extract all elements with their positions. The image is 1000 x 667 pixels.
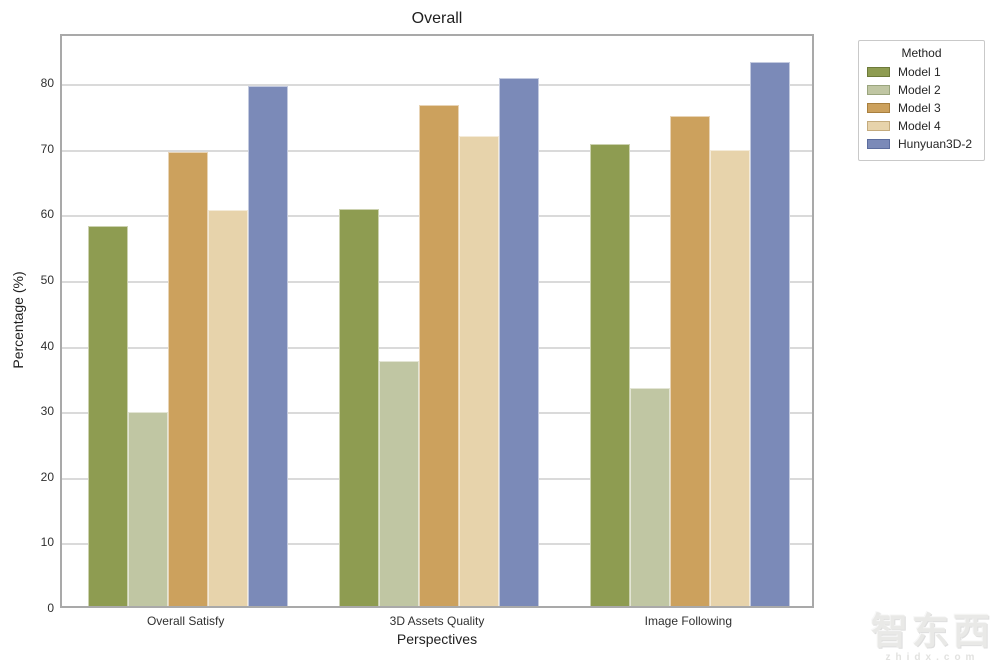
bar-model-1-3d-assets-quality [339,209,379,606]
legend-item-model-1: Model 1 [867,63,976,81]
legend-label-hunyuan3d-2: Hunyuan3D-2 [898,137,973,151]
legend-label-model-3: Model 3 [898,101,941,115]
bar-hunyuan3d-2-image-following [750,61,791,606]
bar-model-2-image-following [630,387,671,606]
x-axis-label: Perspectives [396,631,478,647]
y-tick-label-20: 20 [40,469,54,484]
bar-model-4-overall-satisfy [207,210,248,606]
legend-label-model-2: Model 2 [898,83,941,97]
legend-label-model-1: Model 1 [898,65,941,79]
gridline-y-80 [62,84,812,87]
bar-model-2-3d-assets-quality [379,360,419,606]
y-tick-label-70: 70 [40,141,54,156]
legend-items: Model 1 Model 2 Model 3 Model 4 Hunyuan3D-2 [867,63,976,153]
legend-swatch-hunyuan3d-2 [867,139,890,149]
legend-swatch-model-3 [867,103,890,113]
bar-model-4-3d-assets-quality [459,136,499,606]
y-tick-label-60: 60 [40,207,54,222]
legend-swatch-model-4 [867,121,890,131]
x-tick-label-3d-assets-quality: 3D Assets Quality [389,614,485,628]
plot-area [60,34,814,608]
legend-item-hunyuan3d-2: Hunyuan3D-2 [867,135,976,153]
legend-title: Method [901,46,942,60]
legend-label-model-4: Model 4 [898,119,941,133]
bar-group-image-following [590,61,791,606]
watermark-logo: 智东西 [871,611,994,652]
legend-item-model-4: Model 4 [867,117,976,135]
bar-model-1-image-following [590,144,631,606]
bar-model-2-overall-satisfy [127,412,168,606]
bar-group-3d-assets-quality [339,77,539,606]
bar-hunyuan3d-2-3d-assets-quality [499,77,539,606]
bar-model-3-3d-assets-quality [419,105,459,606]
chart-title: Overall [411,10,463,27]
watermark-subtext: zhidx.com [885,652,980,663]
bar-model-4-image-following [710,150,751,606]
legend-item-model-2: Model 2 [867,81,976,99]
bar-model-3-image-following [670,115,711,606]
y-tick-label-50: 50 [40,273,54,287]
legend-item-model-3: Model 3 [867,99,976,117]
legend-swatch-model-1 [867,67,890,77]
x-tick-label-overall-satisfy: Overall Satisfy [146,614,225,628]
bar-hunyuan3d-2-overall-satisfy [247,85,288,606]
legend: Method Model 1 Model 2 Model 3 Model 4 Hunyu… [858,40,985,161]
bar-model-1-overall-satisfy [87,225,128,606]
y-tick-label-80: 80 [40,76,54,91]
y-tick-label-40: 40 [40,338,54,353]
x-tick-label-image-following: Image Following [644,614,733,628]
bar-group-overall-satisfy [87,85,288,606]
bar-model-3-overall-satisfy [167,152,208,606]
y-tick-label-10: 10 [40,535,54,550]
legend-swatch-model-2 [867,85,890,95]
watermark: 智东西 zhidx.com [871,613,994,663]
y-tick-label-0: 0 [47,601,54,615]
y-tick-label-30: 30 [40,404,54,419]
